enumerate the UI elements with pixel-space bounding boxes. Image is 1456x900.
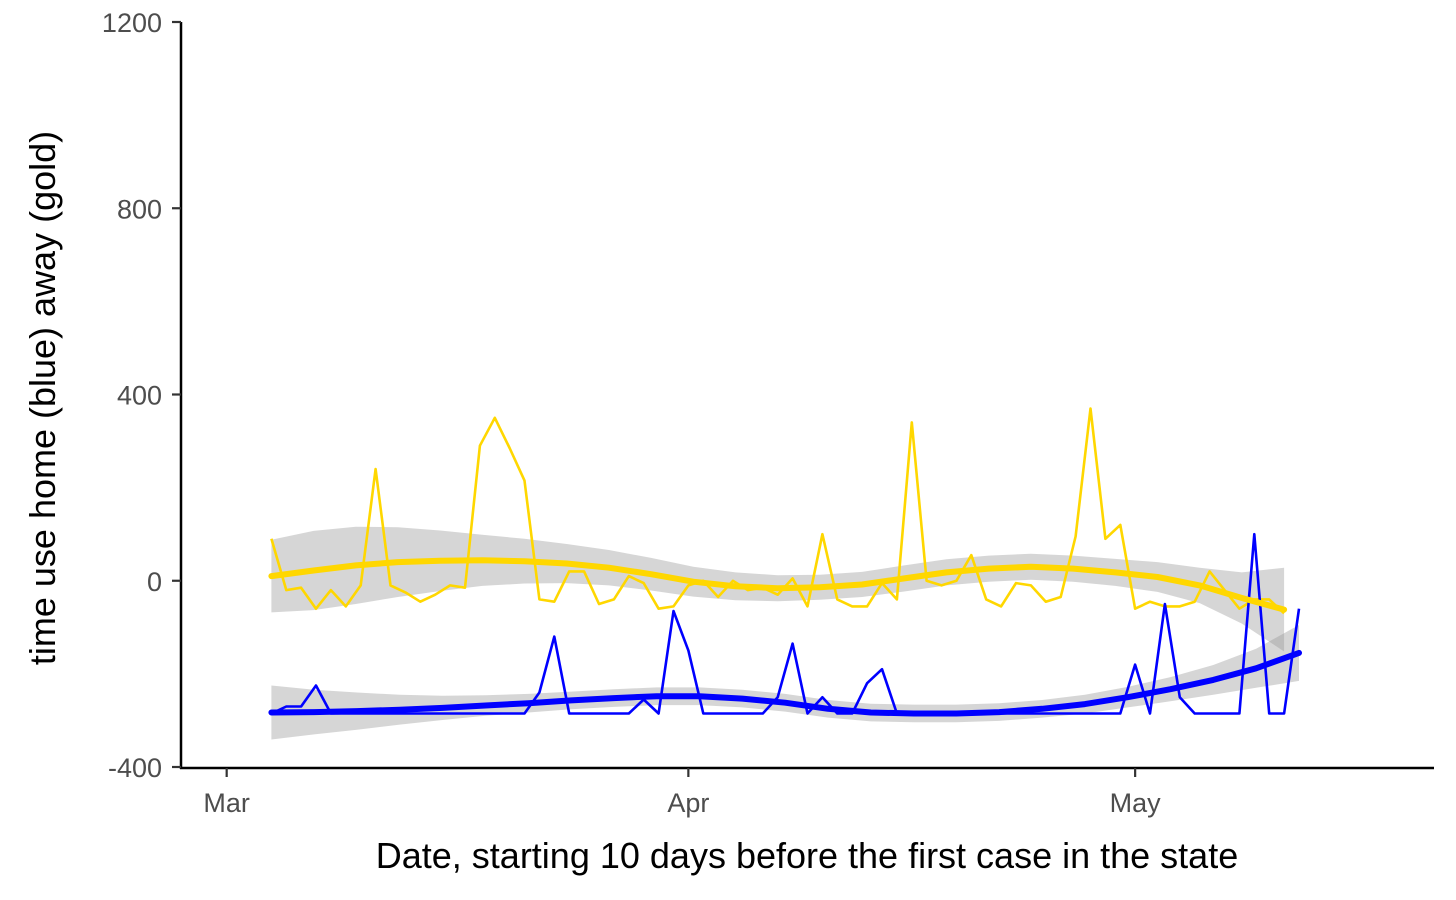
y-axis-title: time use home (blue) away (gold) [22,131,63,665]
x-axis-title: Date, starting 10 days before the first … [376,835,1238,876]
x-tick-label: Mar [203,788,250,818]
y-tick-label: 0 [147,567,162,597]
y-tick-label: 400 [117,381,162,411]
series-line-away [270,407,1285,615]
y-tick-label: -400 [108,753,162,783]
confidence-band-home [271,625,1299,740]
series-line-home [270,532,1301,715]
smooth-trend-lines [268,557,1302,717]
raw-series-lines [270,407,1301,715]
smooth-line-home [268,649,1302,717]
x-tick-label: Apr [667,788,709,818]
y-axis-ticks: -400 0 400 800 1200 [102,8,181,783]
x-tick-label: May [1110,788,1162,818]
smooth-line-away [268,557,1288,613]
y-tick-label: 800 [117,194,162,224]
y-tick-label: 1200 [102,8,162,38]
x-axis-ticks: Mar Apr May [203,768,1161,818]
